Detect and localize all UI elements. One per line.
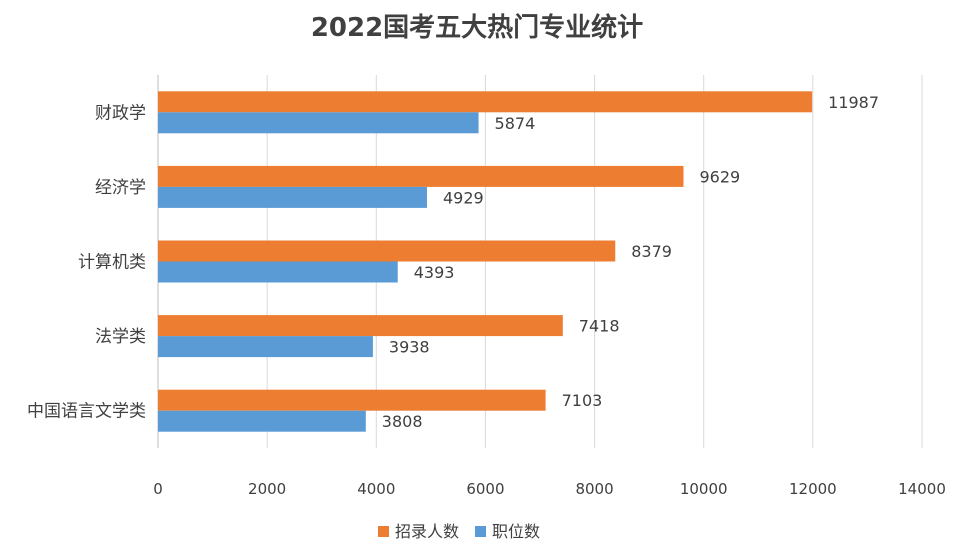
legend: 招录人数 职位数 [378,522,540,541]
x-tick-label: 2000 [248,480,286,498]
bars [158,91,813,432]
data-label: 4393 [414,263,455,282]
legend-swatch [475,526,487,537]
data-label: 9629 [699,167,740,186]
x-tick-label: 6000 [466,480,504,498]
bar-recruits [158,315,563,337]
category-label: 经济学 [95,178,146,198]
data-label: 7103 [562,391,603,410]
value-axis: 0 2000 4000 6000 8000 10000 12000 14000 [153,480,946,498]
category-label: 中国语言文学类 [27,402,146,422]
category-label: 财政学 [95,103,146,123]
data-label: 4929 [443,188,484,207]
x-tick-label: 14000 [898,480,946,498]
x-tick-label: 4000 [357,480,395,498]
category-label: 计算机类 [78,253,146,273]
bar-positions [158,336,373,358]
bar-positions [158,186,427,208]
data-label: 3808 [382,412,423,431]
bar-positions [158,261,398,283]
data-labels: 11987 5874 9629 4929 8379 4393 7418 3938 7103 380… [382,93,879,431]
x-tick-label: 10000 [680,480,728,498]
x-tick-label: 0 [153,480,163,498]
data-label: 11987 [828,93,879,112]
x-tick-label: 8000 [575,480,613,498]
x-tick-label: 12000 [789,480,837,498]
data-label: 8379 [631,242,672,261]
bar-positions [158,112,479,134]
bar-recruits [158,389,546,411]
legend-label: 职位数 [492,522,540,541]
bar-recruits [158,165,684,187]
data-label: 5874 [495,114,536,133]
bar-recruits [158,91,813,113]
legend-label: 招录人数 [395,522,459,541]
bar-recruits [158,240,616,262]
chart-title: 2022国考五大热门专业统计 [311,12,643,43]
category-label: 法学类 [95,327,146,347]
bar-positions [158,410,366,432]
data-label: 3938 [389,338,430,357]
legend-swatch [378,526,389,537]
data-label: 7418 [579,317,620,336]
